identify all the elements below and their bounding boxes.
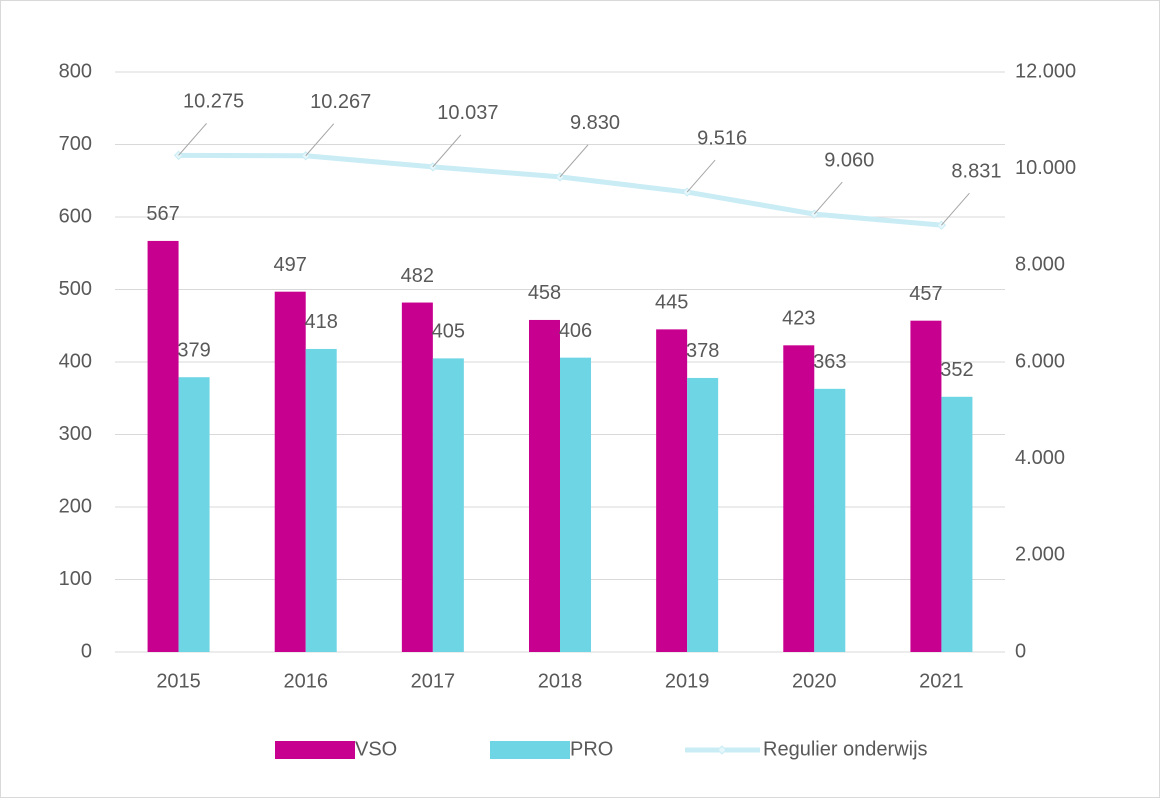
y-tick-label: 200	[59, 495, 92, 517]
y-tick-label: 400	[59, 350, 92, 372]
bar-value-label: 423	[782, 308, 815, 330]
y2-tick-label: 10.000	[1015, 157, 1076, 179]
bar	[783, 345, 815, 652]
y2-tick-label: 2.000	[1015, 544, 1065, 566]
bar	[910, 320, 942, 652]
bar-value-label: 352	[940, 359, 973, 381]
y2-tick-label: 0	[1015, 640, 1026, 662]
line-value-label: 9.516	[697, 127, 747, 149]
leader-line	[813, 181, 843, 215]
legend-label: VSO	[355, 738, 397, 760]
bar	[560, 357, 591, 652]
y2-tick-label: 8.000	[1015, 254, 1065, 276]
bar-value-label: 405	[432, 321, 465, 343]
leader-line	[432, 134, 462, 168]
bar	[432, 358, 464, 652]
x-tick-label: 2016	[283, 670, 328, 692]
y2-tick-label: 6.000	[1015, 350, 1065, 372]
x-tick-label: 2020	[792, 670, 837, 692]
bar	[401, 302, 433, 652]
legend-swatch-marker	[717, 745, 727, 755]
line-value-label: 10.267	[310, 91, 371, 113]
leader-line	[178, 123, 207, 156]
legend-label: PRO	[570, 738, 613, 760]
y-tick-label: 300	[59, 423, 92, 445]
leader-line	[941, 192, 970, 226]
y2-tick-label: 4.000	[1015, 447, 1065, 469]
y-tick-label: 800	[59, 60, 92, 82]
line-value-label: 9.060	[824, 149, 874, 171]
bar-value-label: 363	[813, 351, 846, 373]
leader-line	[686, 159, 716, 193]
bar	[274, 291, 306, 652]
y-tick-label: 700	[59, 133, 92, 155]
bar	[147, 240, 179, 653]
bar	[305, 348, 337, 652]
bar-value-label: 458	[528, 282, 561, 304]
bar-value-label: 457	[909, 283, 942, 305]
bar-value-label: 378	[686, 340, 719, 362]
y-tick-label: 0	[81, 640, 92, 662]
bar-value-label: 418	[305, 311, 338, 333]
legend-label: Regulier onderwijs	[763, 738, 928, 760]
bar	[687, 377, 719, 652]
x-tick-label: 2015	[156, 670, 201, 692]
bar-value-label: 567	[146, 203, 179, 225]
bar-value-label: 406	[559, 320, 592, 342]
y2-tick-label: 12.000	[1015, 60, 1076, 82]
y-tick-label: 500	[59, 278, 92, 300]
line-value-label: 8.831	[951, 160, 1001, 182]
bar	[941, 396, 973, 652]
bar	[178, 377, 210, 652]
line-value-label: 9.830	[570, 112, 620, 134]
line-value-label: 10.037	[437, 102, 498, 124]
y-tick-label: 600	[59, 205, 92, 227]
bar	[529, 319, 560, 652]
bar-value-label: 379	[177, 340, 210, 362]
legend-swatch	[490, 741, 570, 759]
line-value-label: 10.275	[183, 91, 244, 113]
x-tick-label: 2017	[411, 670, 456, 692]
y-tick-label: 100	[59, 568, 92, 590]
x-tick-label: 2019	[665, 670, 710, 692]
bar-value-label: 482	[401, 265, 434, 287]
x-tick-label: 2021	[919, 670, 964, 692]
bar	[656, 329, 688, 652]
bar-value-label: 445	[655, 292, 688, 314]
bar	[814, 388, 846, 652]
legend-swatch	[275, 741, 355, 759]
bar-value-label: 497	[274, 254, 307, 276]
leader-line	[559, 144, 589, 178]
x-tick-label: 2018	[538, 670, 583, 692]
leader-line	[305, 123, 335, 157]
